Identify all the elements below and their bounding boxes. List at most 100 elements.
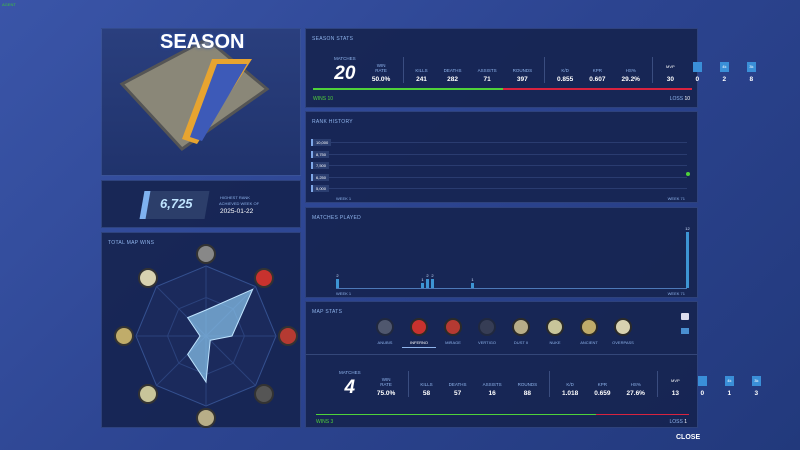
divider (544, 57, 545, 83)
stat-value: 0.607 (589, 76, 606, 83)
stat-rounds: ROUNDS 397 (513, 68, 533, 83)
x-axis-line (336, 288, 687, 289)
view-toggle-button[interactable] (681, 313, 689, 320)
gridline (328, 153, 687, 155)
stat-label: ROUNDS (517, 382, 538, 387)
rank-tick-label: 7,500 (311, 162, 330, 169)
map-icon-overpass (138, 268, 159, 289)
bar (426, 278, 429, 288)
season-badge-panel: SEASON 7 (101, 28, 301, 176)
mvp-icon: MVP (671, 378, 680, 383)
rank-tick-label: 5,000 (311, 185, 330, 192)
bar (336, 278, 339, 288)
map-icon-dust-ii (196, 408, 216, 428)
stat-value: 71 (483, 76, 491, 83)
map-stats-panel: MAP STATS MATCHES 4 WIN RATE 75.0% KILLS 58 DE… (305, 301, 761, 428)
map-icon-mirage (278, 326, 298, 346)
map-icon-nuke (138, 383, 159, 404)
map-icon (614, 318, 632, 336)
stat-hs-: HS% 27.6% (627, 382, 645, 397)
4k-icon: 4k (719, 62, 729, 72)
map-tab-dust-ii[interactable]: DUST II (504, 318, 538, 345)
award-mvp: MVP 30 (666, 62, 675, 83)
stat-hs-: HS% 29.2% (622, 68, 640, 83)
bar-label: 2 (431, 272, 434, 278)
stat-kills: KILLS 58 (420, 382, 432, 397)
view-toggle-button-2[interactable] (681, 328, 689, 334)
4k-icon: 4k (724, 376, 734, 386)
stat-label: DEATHS (443, 68, 462, 73)
stat-value: 75.0% (376, 390, 396, 397)
map-tab-overpass[interactable]: OVERPASS (606, 318, 640, 345)
divider (402, 57, 404, 83)
matches-stat: MATCHES 20 (334, 56, 356, 83)
wins-bar (316, 414, 596, 415)
map-name: INFERNO (402, 340, 436, 348)
loss-label: LOSS 10 (669, 96, 690, 102)
season-stats-panel: SEASON STATS MATCHES 20 WIN RATE 50.0% KILLS… (305, 28, 756, 108)
stat-kills: KILLS 241 (415, 68, 427, 83)
award-value: 30 (666, 76, 674, 83)
matches-value: 20 (334, 63, 356, 84)
map-tab-mirage[interactable]: MIRAGE (436, 318, 470, 345)
rank-date: 2025-01-22 (220, 208, 254, 215)
stat-value: 397 (516, 76, 528, 83)
map-icon (580, 318, 598, 336)
rank-tick-label: 6,250 (311, 173, 330, 181)
rank-value: 6,725 (160, 196, 193, 211)
highest-rank-panel: 6,725 HIGHEST RANK ACHIEVED WEEK OF 2025… (101, 180, 301, 228)
3k-icon: 3k (751, 376, 761, 386)
award-value: 0 (695, 76, 700, 83)
bar (421, 283, 424, 288)
bar-label: 2 (426, 272, 429, 278)
award-4k: 4k 2 (719, 62, 729, 83)
stat-k-d: K/D 1.018 (562, 382, 578, 397)
stat-kpr: KPR 0.659 (594, 382, 610, 397)
map-name: ANUBIS (377, 340, 393, 345)
map-icon-anubis (196, 244, 216, 264)
stat-value: 27.6% (626, 390, 645, 397)
x-axis-start: WEEK 1 (336, 291, 352, 296)
close-button[interactable]: CLOSE (676, 434, 701, 441)
stat-label: ASSISTS (477, 68, 497, 73)
wins-label: WINS 10 (313, 96, 334, 102)
wins-bar (313, 88, 503, 90)
stat-value: 50.0% (371, 76, 391, 83)
map-name: NUKE (549, 340, 561, 345)
matches-label: MATCHES (334, 56, 356, 61)
map-tab-vertigo[interactable]: VERTIGO (470, 318, 504, 345)
map-icon-vertigo (253, 383, 274, 404)
map-tab-anubis[interactable]: ANUBIS (368, 318, 402, 345)
award-value: 1 (727, 390, 732, 397)
map-stats-title: MAP STATS (312, 309, 343, 315)
award-4k: 4k 1 (724, 376, 734, 397)
stat-label: HS% (625, 68, 636, 73)
radar-wins-area (186, 288, 254, 384)
award-value: 0 (700, 390, 705, 397)
stat-kpr: KPR 0.607 (589, 68, 605, 83)
map-tab-inferno[interactable]: INFERNO (402, 318, 436, 348)
loss-label: LOSS 1 (669, 419, 687, 425)
map-name: DUST II (513, 340, 529, 345)
map-name: VERTIGO (478, 340, 496, 345)
gridline (328, 142, 687, 143)
map-tab-ancient[interactable]: ANCIENT (572, 318, 606, 345)
matches-value: 4 (344, 377, 356, 398)
award-value: 13 (671, 390, 679, 397)
stat-label: KILLS (415, 68, 428, 73)
map-tab-nuke[interactable]: NUKE (538, 318, 572, 345)
map-icon (478, 318, 496, 336)
3k-icon: 3k (746, 62, 756, 72)
stat-label: KILLS (420, 382, 433, 387)
award-3k: 3k 8 (746, 62, 756, 83)
season-badge-icon (119, 37, 270, 151)
bar-label: 1 (471, 277, 474, 283)
map-name: OVERPASS (612, 340, 634, 345)
stat-label: ROUNDS (512, 68, 533, 73)
rank-label-2: ACHIEVED WEEK OF (219, 201, 260, 206)
matches-label: MATCHES (339, 370, 361, 375)
stat-assists: ASSISTS 16 (483, 382, 502, 397)
radar-axis (205, 335, 256, 386)
award-value: 3 (754, 390, 759, 397)
stat-value: 58 (422, 390, 431, 397)
